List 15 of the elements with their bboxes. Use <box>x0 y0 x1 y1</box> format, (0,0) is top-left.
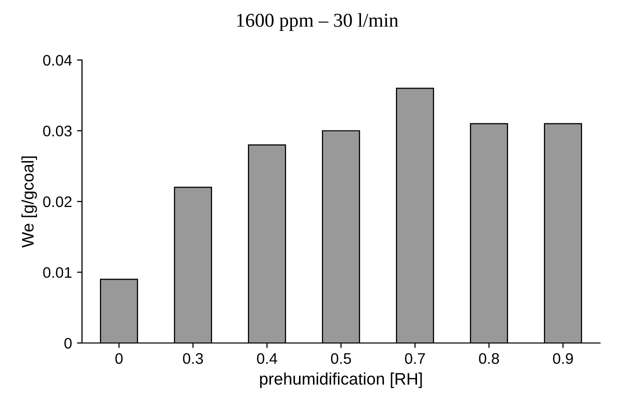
x-axis-title: prehumidification [RH] <box>260 372 422 388</box>
y-tick-label: 0.01 <box>43 267 72 278</box>
x-tick-label: 0.7 <box>404 353 425 364</box>
chart-title: 1600 ppm – 30 l/min <box>237 13 398 31</box>
y-tick-label: 0.04 <box>43 54 72 66</box>
x-tick-label: 0.3 <box>182 353 203 364</box>
x-tick-label: 0.5 <box>330 353 351 364</box>
x-tick-label: 0.4 <box>256 353 278 364</box>
y-tick-label: 0 <box>64 338 72 349</box>
x-tick-label: 0.9 <box>552 353 573 364</box>
y-axis-title: We [g/gcoal] <box>21 156 37 248</box>
y-tick-label: 0.03 <box>43 126 72 136</box>
x-tick-label: 0.8 <box>478 353 499 364</box>
y-tick-label: 0.02 <box>43 196 72 208</box>
x-tick-label: 0 <box>115 353 123 364</box>
